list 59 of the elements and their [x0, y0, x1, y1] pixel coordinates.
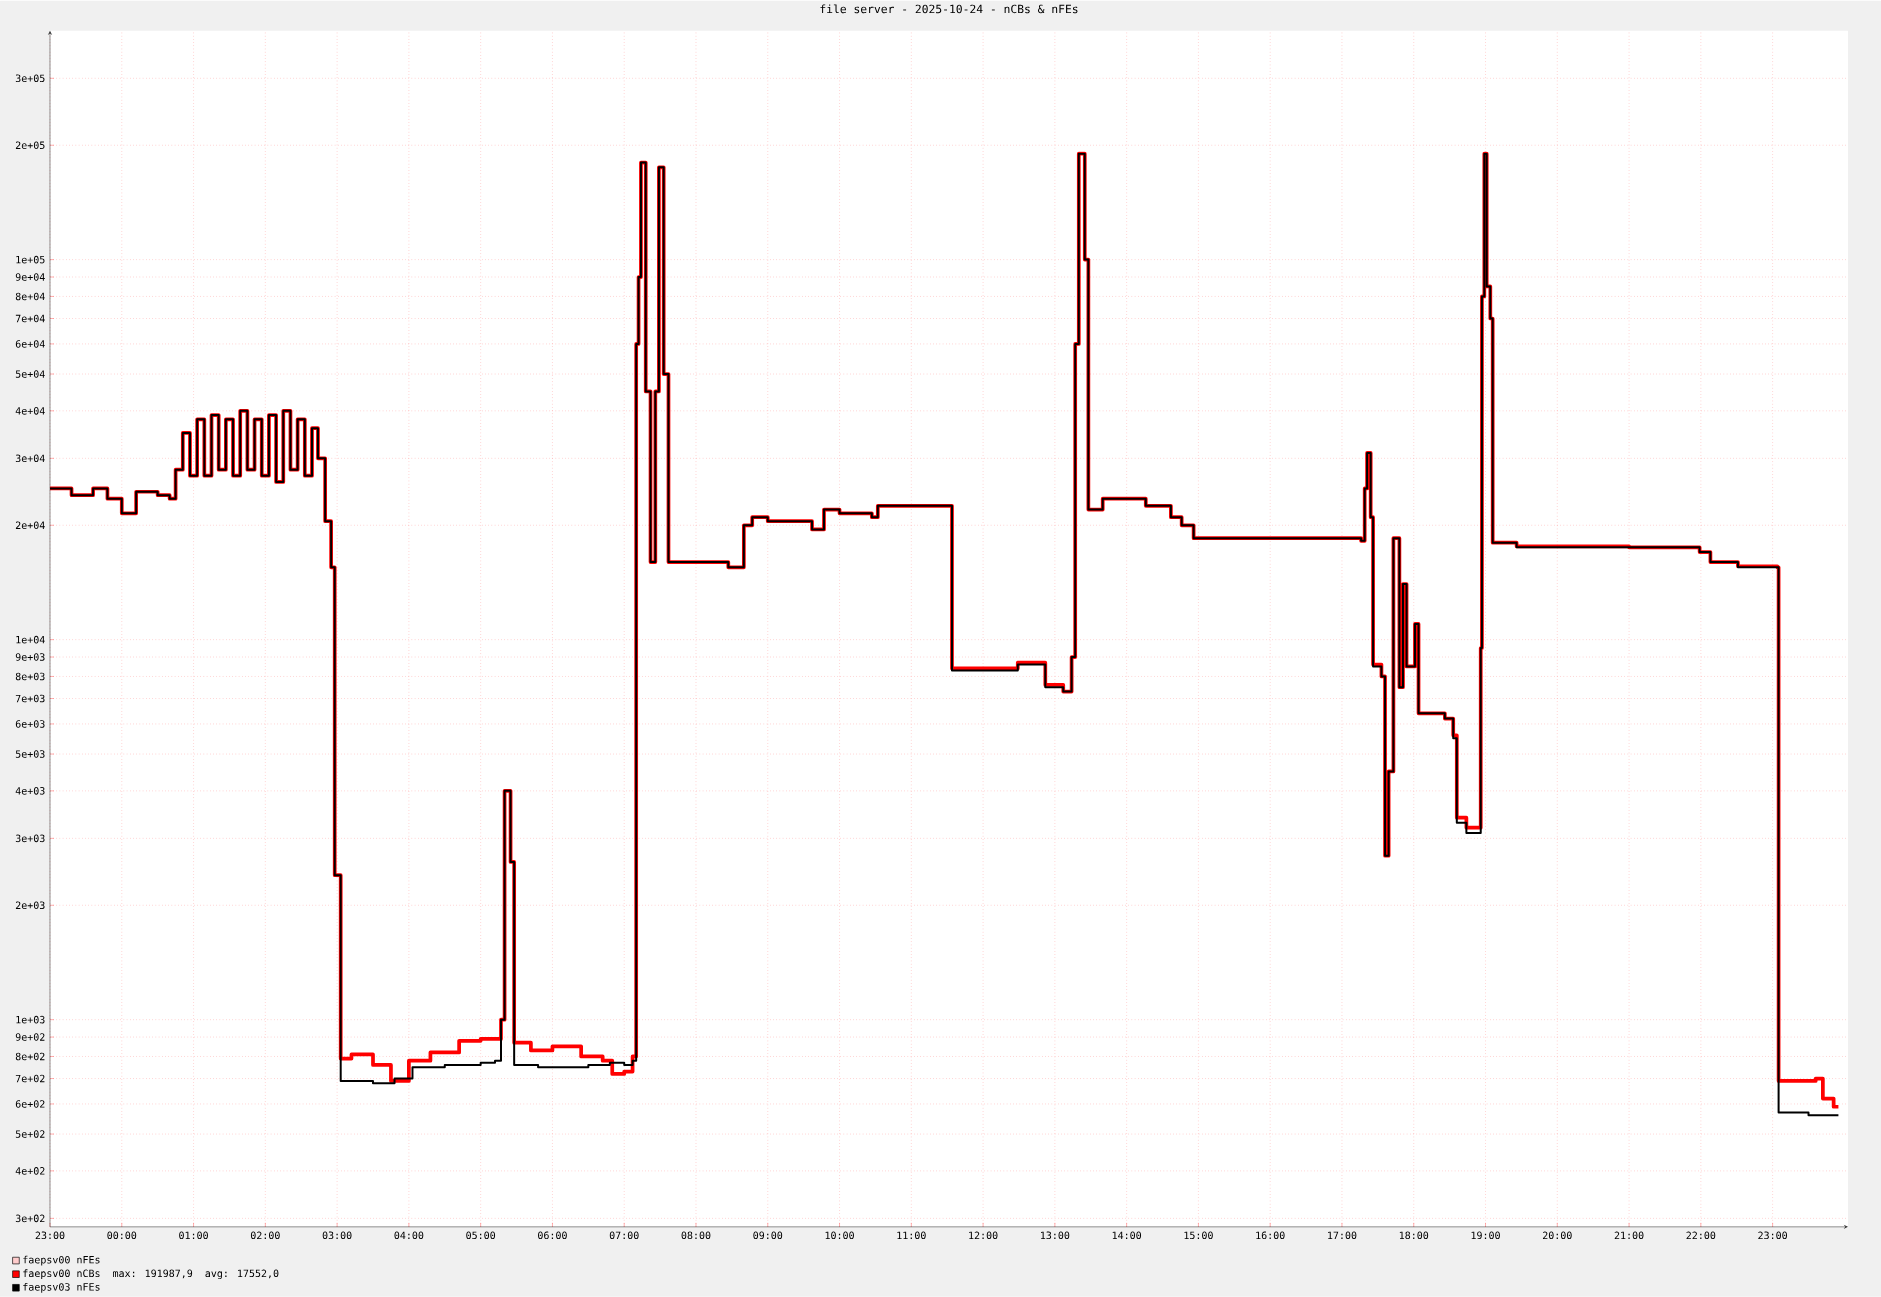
y-tick-label: 6e+04 — [15, 340, 45, 348]
y-tick-label: 5e+03 — [15, 750, 45, 758]
y-tick-label: 3e+02 — [15, 1214, 45, 1223]
y-tick-label: 4e+02 — [15, 1167, 45, 1175]
x-tick-label: 09:00 — [753, 1231, 783, 1240]
y-tick-label: 2e+03 — [15, 901, 45, 910]
x-tick-label: 11:00 — [897, 1231, 926, 1240]
y-tick-label: 7e+02 — [15, 1074, 45, 1083]
y-tick-label: 2e+05 — [15, 141, 45, 150]
x-tick-label: 18:00 — [1399, 1231, 1429, 1240]
y-tick-label: 8e+04 — [15, 292, 45, 301]
chart-title: file server - 2025-10-24 - nCBs & nFEs — [820, 4, 1078, 14]
x-tick-label: 21:00 — [1614, 1231, 1644, 1240]
y-tick-label: 7e+04 — [15, 314, 45, 323]
x-tick-label: 14:00 — [1112, 1231, 1142, 1240]
y-tick-label: 2e+04 — [15, 521, 45, 530]
x-tick-label: 08:00 — [681, 1231, 711, 1240]
y-tick-label: 1e+05 — [16, 255, 45, 264]
x-tick-label: 03:00 — [322, 1231, 352, 1240]
x-tick-label: 13:00 — [1041, 1231, 1070, 1240]
y-tick-label: 5e+02 — [15, 1130, 45, 1138]
y-tick-label: 6e+03 — [15, 720, 45, 728]
x-tick-label: 16:00 — [1256, 1231, 1285, 1240]
x-tick-label: 00:00 — [107, 1231, 137, 1240]
text: avg: 17552,0 — [205, 1269, 279, 1280]
y-tick-label: 7e+03 — [15, 694, 45, 703]
x-tick-label: 04:00 — [394, 1231, 424, 1240]
x-tick-label: 10:00 — [825, 1231, 854, 1240]
legend-label: faepsv03 nFEs — [23, 1283, 100, 1293]
legend-label: faepsv00 nCBs — [23, 1269, 100, 1280]
y-tick-label: 5e+04 — [15, 370, 45, 378]
y-tick-label: 3e+04 — [15, 454, 45, 463]
x-tick-label: 23:00 — [35, 1231, 65, 1240]
x-tick-label: 02:00 — [250, 1231, 280, 1240]
y-tick-label: 8e+03 — [15, 672, 45, 681]
y-tick-label: 4e+03 — [15, 787, 45, 795]
text: max: 191987,9 — [113, 1269, 193, 1279]
y-tick-label: 6e+02 — [15, 1100, 45, 1108]
y-tick-label: 9e+03 — [15, 653, 45, 661]
x-tick-label: 19:00 — [1471, 1231, 1500, 1240]
legend-label: faepsv00 nFEs — [23, 1255, 100, 1266]
x-tick-label: 20:00 — [1542, 1231, 1572, 1240]
y-tick-label: 3e+05 — [15, 74, 45, 83]
y-tick-label: 9e+04 — [15, 273, 45, 281]
x-tick-label: 06:00 — [538, 1231, 567, 1240]
x-tick-label: 07:00 — [609, 1231, 639, 1240]
x-tick-label: 05:00 — [466, 1231, 496, 1240]
x-tick-label: 17:00 — [1328, 1231, 1357, 1240]
y-tick-label: 1e+03 — [16, 1015, 45, 1024]
x-tick-label: 01:00 — [179, 1231, 208, 1240]
x-tick-label: 23:00 — [1758, 1231, 1788, 1240]
y-tick-label: 8e+02 — [15, 1052, 45, 1061]
y-tick-label: 4e+04 — [15, 407, 45, 415]
y-tick-label: 3e+03 — [15, 834, 45, 843]
y-tick-label: 1e+04 — [16, 635, 45, 644]
x-tick-label: 12:00 — [969, 1231, 998, 1240]
x-tick-label: 22:00 — [1686, 1231, 1716, 1240]
y-tick-label: 9e+02 — [15, 1033, 45, 1041]
x-tick-label: 15:00 — [1184, 1231, 1213, 1240]
